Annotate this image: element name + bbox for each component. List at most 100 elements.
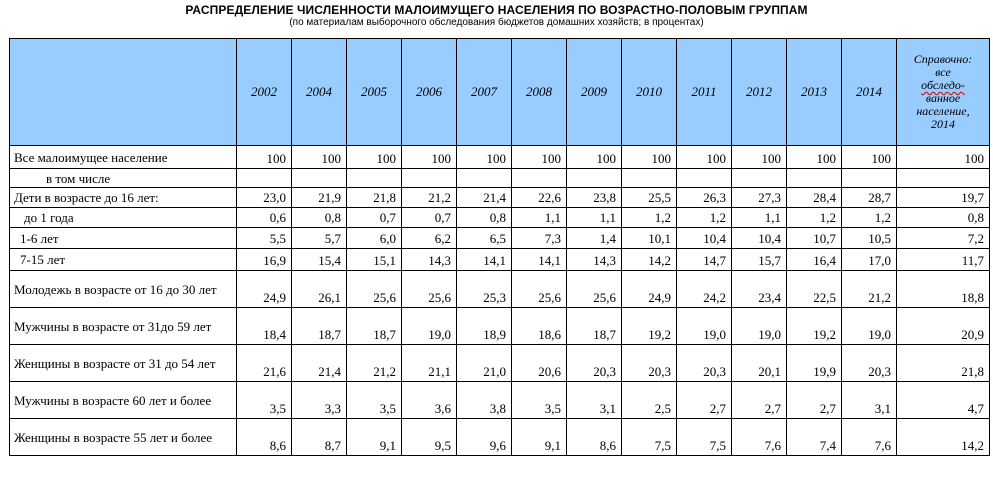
table-row: Женщины в возрасте 55 лет и более 8,6 8,… (9, 418, 990, 456)
value-cell: 14,1 (511, 248, 567, 271)
row-label: 7-15 лет (9, 248, 237, 271)
value-cell: 100 (566, 145, 622, 169)
reference-header-line: 2014 (931, 117, 955, 131)
value-cell: 9,1 (511, 418, 567, 456)
value-cell: 14,3 (566, 248, 622, 271)
value-cell: 24,9 (621, 270, 677, 308)
value-cell: 20,6 (511, 344, 567, 382)
value-cell (841, 168, 897, 188)
reference-cell: 14,2 (896, 418, 990, 456)
table-row: в том числе (9, 168, 990, 188)
value-cell: 5,5 (236, 227, 292, 249)
value-cell: 25,6 (346, 270, 402, 308)
value-cell: 14,3 (401, 248, 457, 271)
value-cell: 3,5 (236, 381, 292, 419)
value-cell: 20,3 (841, 344, 897, 382)
value-cell: 20,3 (676, 344, 732, 382)
table-row: Женщины в возрасте от 31 до 54 лет 21,6 … (9, 344, 990, 382)
value-cell: 19,0 (676, 307, 732, 345)
row-label: Женщины в возрасте от 31 до 54 лет (9, 344, 237, 382)
reference-cell: 21,8 (896, 344, 990, 382)
value-cell: 7,5 (676, 418, 732, 456)
value-cell: 19,2 (786, 307, 842, 345)
reference-header-line: обследо- (921, 78, 965, 92)
table-row: Мужчины в возрасте от 31до 59 лет 18,4 1… (9, 307, 990, 345)
value-cell: 20,3 (566, 344, 622, 382)
value-cell: 7,6 (841, 418, 897, 456)
value-cell: 10,1 (621, 227, 677, 249)
table-row: Дети в возрасте до 16 лет: 23,0 21,9 21,… (9, 187, 990, 208)
row-label: Дети в возрасте до 16 лет: (9, 187, 237, 208)
value-cell: 21,4 (456, 187, 512, 208)
page-subtitle: (по материалам выборочного обследования … (289, 17, 704, 28)
reference-cell: 19,7 (896, 187, 990, 208)
value-cell: 25,6 (511, 270, 567, 308)
row-label: Мужчины в возрасте от 31до 59 лет (9, 307, 237, 345)
value-cell: 2,7 (731, 381, 787, 419)
table-row: 1-6 лет 5,5 5,7 6,0 6,2 6,5 7,3 1,4 10,1… (9, 227, 990, 249)
value-cell: 9,6 (456, 418, 512, 456)
value-cell: 23,4 (731, 270, 787, 308)
value-cell: 24,2 (676, 270, 732, 308)
value-cell (291, 168, 347, 188)
value-cell: 100 (676, 145, 732, 169)
reference-cell: 4,7 (896, 381, 990, 419)
reference-header-line: Справочно: (913, 52, 973, 66)
value-cell: 3,3 (291, 381, 347, 419)
table-row: 7-15 лет 16,9 15,4 15,1 14,3 14,1 14,1 1… (9, 248, 990, 271)
value-cell (621, 168, 677, 188)
table-body: Все малоимущее население 100 100 100 100… (9, 145, 990, 456)
value-cell: 1,1 (566, 207, 622, 228)
row-label: до 1 года (9, 207, 237, 228)
reference-header-line: население, (916, 104, 970, 118)
year-header: 2008 (511, 38, 567, 146)
value-cell: 28,4 (786, 187, 842, 208)
value-cell (786, 168, 842, 188)
value-cell: 15,7 (731, 248, 787, 271)
value-cell: 16,4 (786, 248, 842, 271)
value-cell: 3,1 (841, 381, 897, 419)
value-cell: 7,6 (731, 418, 787, 456)
value-cell: 20,3 (621, 344, 677, 382)
value-cell: 17,0 (841, 248, 897, 271)
value-cell: 3,1 (566, 381, 622, 419)
year-header: 2005 (346, 38, 402, 146)
value-cell: 100 (731, 145, 787, 169)
value-cell (346, 168, 402, 188)
value-cell: 21,8 (346, 187, 402, 208)
value-cell: 18,7 (291, 307, 347, 345)
value-cell: 28,7 (841, 187, 897, 208)
year-header: 2014 (841, 38, 897, 146)
value-cell: 20,1 (731, 344, 787, 382)
row-label: в том числе (9, 168, 237, 188)
value-cell: 21,2 (346, 344, 402, 382)
reference-cell: 0,8 (896, 207, 990, 228)
value-cell: 8,6 (236, 418, 292, 456)
table-header: 2002 2004 2005 2006 2007 2008 2009 2010 … (9, 38, 990, 146)
value-cell (456, 168, 512, 188)
value-cell: 1,2 (676, 207, 732, 228)
reference-cell: 7,2 (896, 227, 990, 249)
value-cell: 9,1 (346, 418, 402, 456)
value-cell: 6,2 (401, 227, 457, 249)
value-cell: 19,9 (786, 344, 842, 382)
reference-cell: 11,7 (896, 248, 990, 271)
year-header: 2012 (731, 38, 787, 146)
value-cell: 25,6 (566, 270, 622, 308)
header-label-cell (9, 38, 237, 146)
value-cell (731, 168, 787, 188)
reference-cell: 20,9 (896, 307, 990, 345)
year-header: 2013 (786, 38, 842, 146)
value-cell: 14,2 (621, 248, 677, 271)
reference-cell: 18,8 (896, 270, 990, 308)
value-cell: 3,5 (346, 381, 402, 419)
value-cell: 7,3 (511, 227, 567, 249)
page-title: РАСПРЕДЕЛЕНИЕ ЧИСЛЕННОСТИ МАЛОИМУЩЕГО НА… (185, 3, 808, 17)
value-cell: 18,6 (511, 307, 567, 345)
value-cell: 22,6 (511, 187, 567, 208)
value-cell: 3,6 (401, 381, 457, 419)
value-cell: 26,1 (291, 270, 347, 308)
value-cell: 100 (291, 145, 347, 169)
reference-header-line: ванное (925, 91, 961, 105)
value-cell: 0,6 (236, 207, 292, 228)
